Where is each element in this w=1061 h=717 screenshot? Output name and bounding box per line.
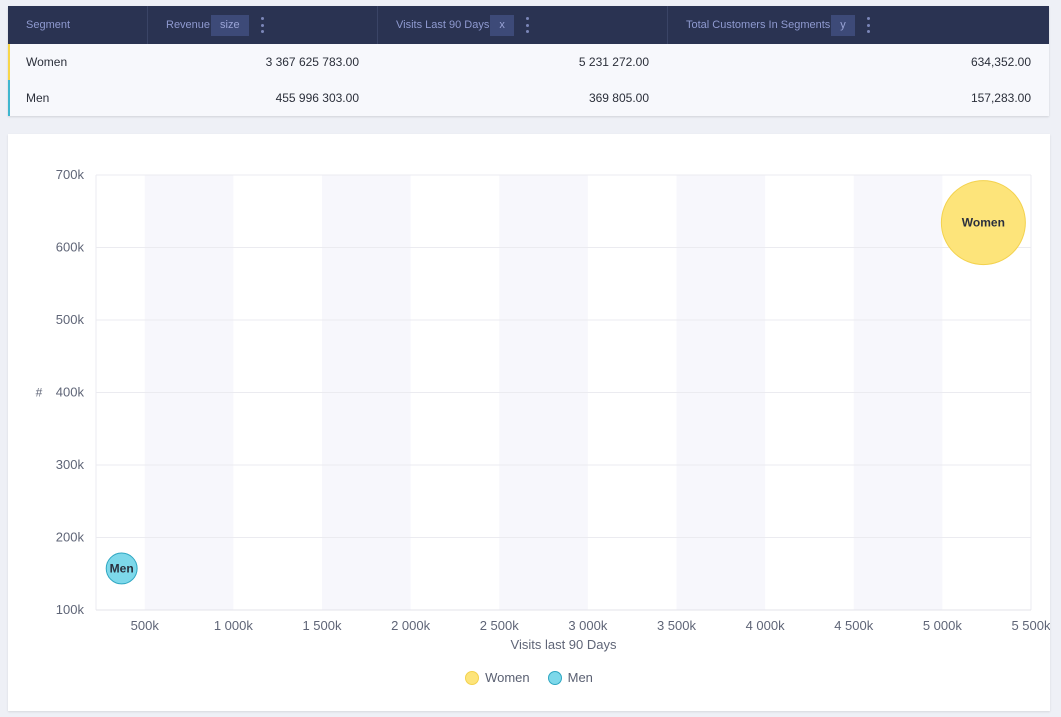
x-tick-label: 4 000k [746, 618, 786, 633]
x-tick-label: 3 000k [568, 618, 608, 633]
y-tick-label: 500k [56, 312, 85, 327]
more-vertical-icon[interactable] [863, 17, 875, 33]
segment-table: Segment Revenue size Visits Last 90 Days… [8, 6, 1049, 116]
y-tick-label: 100k [56, 602, 85, 617]
header-segment[interactable]: Segment [8, 6, 148, 44]
x-tick-label: 2 000k [391, 618, 431, 633]
role-badge[interactable]: x [490, 14, 514, 36]
x-tick-label: 1 500k [302, 618, 342, 633]
x-tick-label: 1 000k [214, 618, 254, 633]
segment-cell: Women [26, 55, 68, 69]
header-label: Revenue [166, 19, 211, 31]
header-customers[interactable]: Total Customers In Segments y [668, 6, 1049, 44]
chart-legend: Women Men [8, 670, 1050, 685]
bubble-women [940, 180, 1026, 266]
y-tick-label: 400k [56, 385, 85, 400]
revenue-cell: 455 996 303.00 [275, 91, 359, 105]
bubble-men [105, 552, 138, 585]
legend-label: Men [567, 670, 593, 685]
legend-item-women[interactable]: Women [465, 670, 530, 685]
x-axis-label: Visits last 90 Days [511, 637, 617, 652]
header-label: Segment [26, 19, 71, 31]
header-label: Visits Last 90 Days [396, 19, 490, 31]
header-label: Total Customers In Segments [686, 19, 831, 31]
table-header: Segment Revenue size Visits Last 90 Days… [8, 6, 1049, 44]
bubble-chart: 100k 200k 300k 400k 500k 600k 700k 500k 1 000k 1 … [36, 167, 1050, 652]
bubble-label: Women [962, 216, 1005, 230]
legend-label: Women [485, 670, 530, 685]
x-tick-label: 3 500k [657, 618, 697, 633]
row-color-marker [8, 80, 10, 116]
x-tick-label: 5 000k [923, 618, 963, 633]
y-tick-label: 300k [56, 457, 85, 472]
legend-item-men[interactable]: Men [547, 670, 593, 685]
customers-cell: 634,352.00 [970, 55, 1031, 69]
x-tick-label: 500k [131, 618, 160, 633]
table-row[interactable]: Women 3 367 625 783.00 5 231 272.00 634,… [8, 44, 1049, 80]
segment-cell: Men [26, 91, 50, 105]
visits-cell: 5 231 272.00 [578, 55, 649, 69]
customers-cell: 157,283.00 [970, 91, 1031, 105]
bubble-label: Men [110, 561, 134, 575]
more-vertical-icon[interactable] [522, 17, 534, 33]
role-badge[interactable]: size [211, 14, 249, 36]
y-tick-label: 600k [56, 240, 85, 255]
y-axis-label: # [36, 386, 43, 400]
table-row[interactable]: Men 455 996 303.00 369 805.00 157,283.00 [8, 80, 1049, 116]
role-badge[interactable]: y [831, 14, 855, 36]
visits-cell: 369 805.00 [588, 91, 649, 105]
y-tick-label: 200k [56, 530, 85, 545]
header-visits[interactable]: Visits Last 90 Days x [378, 6, 668, 44]
row-color-marker [8, 44, 10, 80]
legend-swatch [547, 670, 562, 685]
more-vertical-icon[interactable] [257, 17, 269, 33]
x-tick-label: 2 500k [480, 618, 520, 633]
y-tick-label: 700k [56, 167, 85, 182]
x-tick-label: 4 500k [834, 618, 874, 633]
revenue-cell: 3 367 625 783.00 [265, 55, 359, 69]
bubble-chart-card: 100k 200k 300k 400k 500k 600k 700k 500k 1 000k 1 … [8, 134, 1050, 711]
legend-swatch [465, 670, 480, 685]
x-tick-label: 5 500k [1011, 618, 1050, 633]
header-revenue[interactable]: Revenue size [148, 6, 378, 44]
